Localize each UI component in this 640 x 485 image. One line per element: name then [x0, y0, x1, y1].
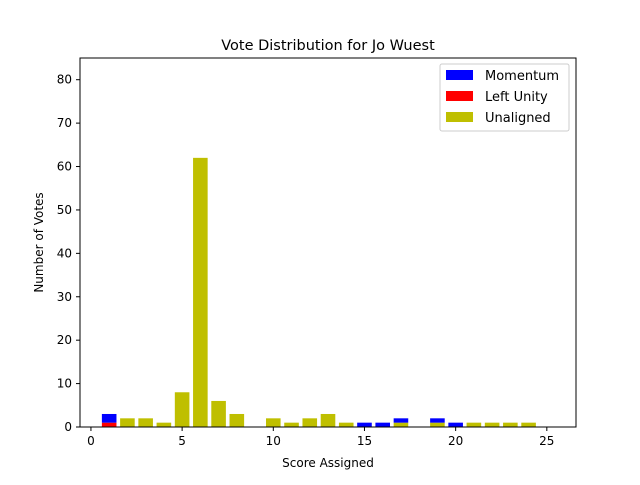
- legend-swatch-momentum: [446, 70, 473, 80]
- bar-unaligned-21: [466, 422, 482, 427]
- y-tick-label: 40: [57, 246, 72, 260]
- bar-unaligned-17: [393, 422, 409, 427]
- bar-unaligned-2: [120, 418, 135, 427]
- x-tick-label: 0: [87, 434, 95, 448]
- bar-unaligned-6: [193, 157, 208, 427]
- bar-unaligned-12: [302, 418, 318, 427]
- y-tick-label: 60: [57, 160, 72, 174]
- y-tick-label: 70: [57, 116, 72, 130]
- bars-layer: [101, 157, 536, 427]
- bar-unaligned-5: [174, 392, 190, 427]
- bar-unaligned-24: [521, 422, 536, 427]
- legend-label-momentum: Momentum: [485, 69, 559, 84]
- y-axis-label: Number of Votes: [32, 192, 46, 292]
- bar-unaligned-14: [338, 422, 354, 427]
- plot-frame: [79, 57, 577, 428]
- y-axis: 0 10 20 30 40 50 60 70 80: [57, 73, 80, 434]
- bar-unaligned-3: [138, 418, 153, 427]
- x-tick-label: 5: [178, 434, 186, 448]
- legend-swatch-unaligned: [446, 112, 473, 122]
- bar-unaligned-23: [503, 422, 518, 427]
- x-tick-label: 10: [266, 434, 281, 448]
- bar-unaligned-7: [211, 400, 226, 427]
- x-tick-label: 20: [448, 434, 463, 448]
- y-tick-label: 30: [57, 290, 72, 304]
- bar-momentum-20: [448, 422, 463, 427]
- x-tick-label: 25: [539, 434, 554, 448]
- legend-swatch-left-unity: [446, 91, 473, 101]
- legend: Momentum Left Unity Unaligned: [439, 63, 570, 132]
- x-axis-label: Score Assigned: [282, 456, 374, 470]
- y-tick-label: 20: [57, 333, 72, 347]
- bar-unaligned-11: [284, 422, 299, 427]
- bar-momentum-15: [357, 422, 372, 427]
- bar-unaligned-19: [430, 422, 445, 427]
- y-tick-label: 80: [57, 73, 72, 87]
- y-tick-label: 0: [64, 420, 72, 434]
- bar-momentum-17: [393, 418, 409, 423]
- bar-unaligned-10: [266, 418, 281, 427]
- y-tick-label: 10: [57, 377, 72, 391]
- bar-momentum-19: [430, 418, 445, 423]
- y-tick-label: 50: [57, 203, 72, 217]
- bar-momentum-1: [101, 413, 117, 423]
- x-axis: 0 5 10 15 20 25: [87, 427, 554, 448]
- bar-unaligned-4: [156, 422, 172, 427]
- bar-unaligned-8: [229, 413, 245, 427]
- x-tick-label: 15: [357, 434, 372, 448]
- legend-label-left-unity: Left Unity: [485, 90, 548, 105]
- bar-left-unity-1: [101, 422, 117, 427]
- bar-unaligned-13: [320, 413, 336, 427]
- bar-momentum-16: [375, 422, 390, 427]
- legend-label-unaligned: Unaligned: [485, 111, 551, 126]
- bar-unaligned-22: [484, 422, 500, 427]
- chart-title: Vote Distribution for Jo Wuest: [221, 38, 435, 54]
